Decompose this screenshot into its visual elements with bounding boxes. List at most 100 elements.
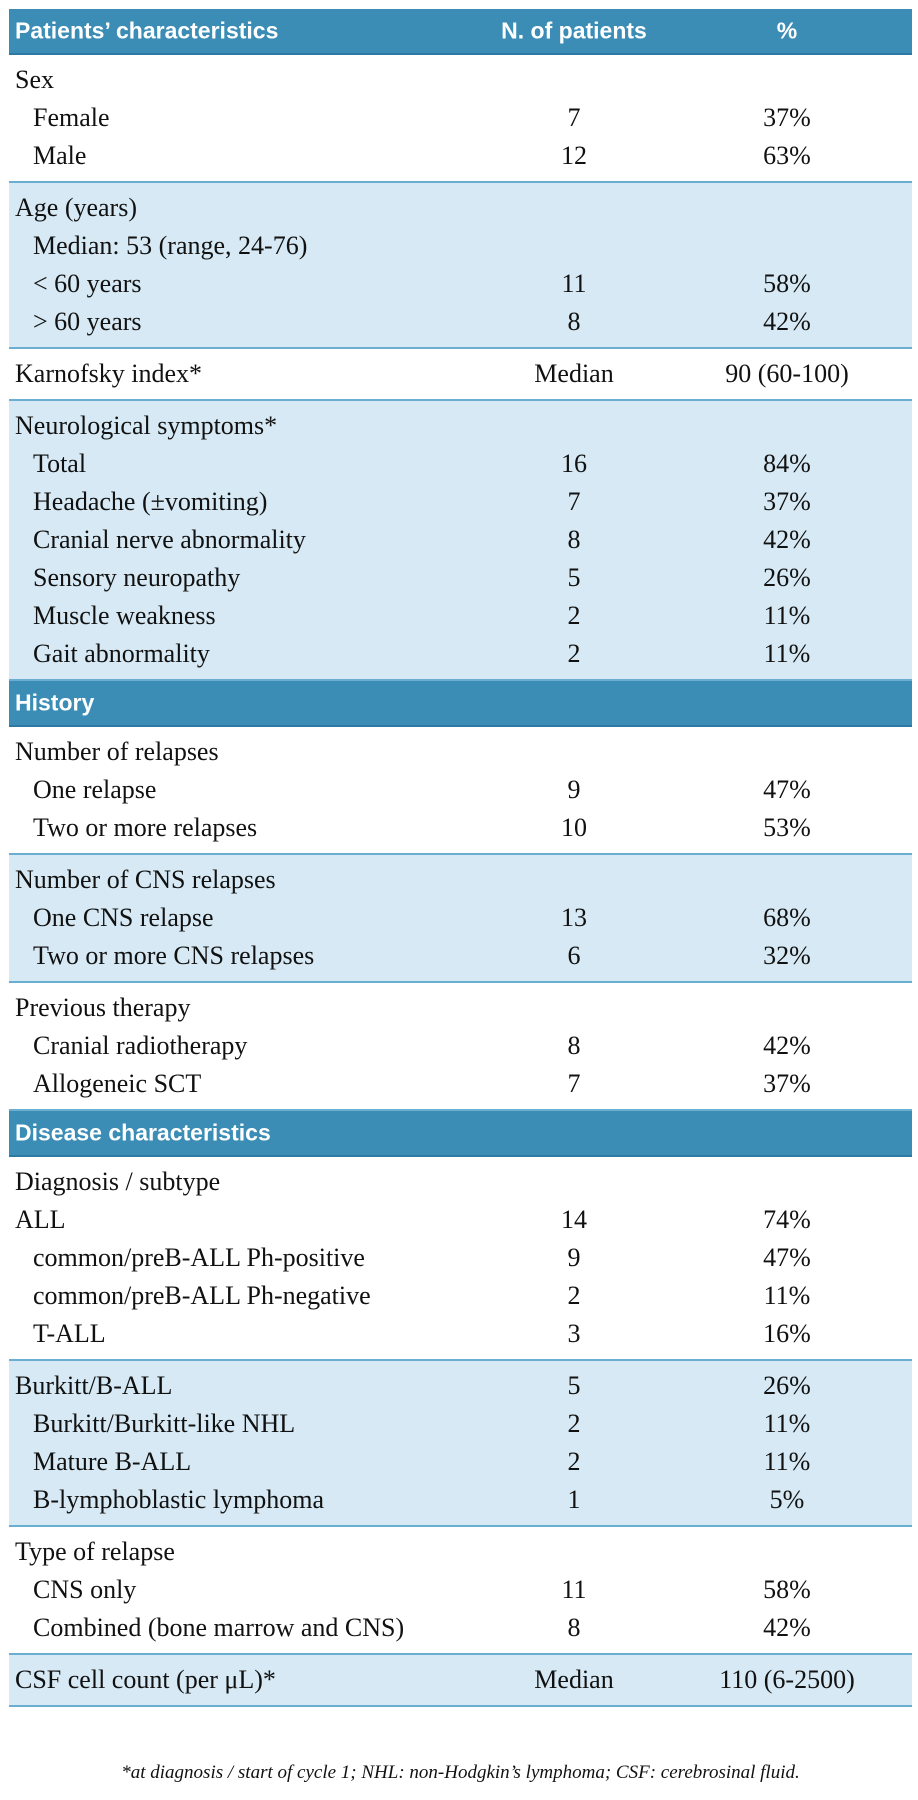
patient-count: 9 (567, 1243, 581, 1272)
patient-count: 5 (567, 563, 581, 592)
table-row: CSF cell count (per μL)* Median 110 (6-250… (9, 1661, 912, 1699)
percentage: 90 (60-100) (725, 359, 849, 388)
percentage: 42% (763, 307, 811, 336)
table-row: Age (years) (9, 189, 912, 227)
patient-count: 16 (561, 449, 587, 478)
patient-count: 8 (567, 1031, 581, 1060)
row-group: Neurological symptoms* Total 16 84% Headache… (9, 401, 912, 681)
column-header: Patients’ characteristics (15, 17, 279, 44)
table-row: > 60 years 8 42% (9, 303, 912, 341)
row-group: Number of CNS relapses One CNS relapse 13 6… (9, 855, 912, 983)
table-row: Combined (bone marrow and CNS) 8 42% (9, 1609, 912, 1647)
patient-count: 11 (561, 269, 587, 298)
patient-count: 6 (567, 941, 581, 970)
patient-count: 2 (567, 1281, 581, 1310)
percentage: 37% (763, 487, 811, 516)
row-label: CSF cell count (per μL)* (15, 1665, 276, 1694)
row-label: > 60 years (33, 307, 142, 336)
percentage: 11% (763, 639, 811, 668)
percentage: 68% (763, 903, 811, 932)
table-row: Two or more relapses 10 53% (9, 809, 912, 847)
patient-count: Median (534, 1665, 614, 1694)
percentage: 47% (763, 1243, 811, 1272)
table-row: Cranial nerve abnormality 8 42% (9, 521, 912, 559)
table-row: One relapse 9 47% (9, 771, 912, 809)
percentage: 11% (763, 1409, 811, 1438)
percentage: 37% (763, 103, 811, 132)
table-row: common/preB-ALL Ph-negative 2 11% (9, 1277, 912, 1315)
row-group: Sex Female 7 37% Male 12 63% (9, 55, 912, 183)
table-row: One CNS relapse 13 68% (9, 899, 912, 937)
table-row: Karnofsky index* Median 90 (60-100) (9, 355, 912, 393)
percentage: 11% (763, 1447, 811, 1476)
table-row: Sensory neuropathy 5 26% (9, 559, 912, 597)
row-label: Burkitt/B-ALL (15, 1371, 173, 1400)
percentage: 11% (763, 601, 811, 630)
row-label: Type of relapse (15, 1537, 175, 1566)
percentage: 47% (763, 775, 811, 804)
footnote: *at diagnosis / start of cycle 1; NHL: n… (121, 1762, 800, 1783)
percentage: 58% (763, 1575, 811, 1604)
patient-count: 10 (561, 813, 587, 842)
section-bar: Disease characteristics (9, 1111, 912, 1157)
patient-count: 5 (567, 1371, 581, 1400)
row-group: Type of relapse CNS only 11 58% Combined (bo… (9, 1527, 912, 1655)
percentage: 11% (763, 1281, 811, 1310)
row-label: Combined (bone marrow and CNS) (33, 1613, 405, 1642)
table: Patients’ characteristics N. of patients%… (9, 9, 912, 1707)
row-label: Diagnosis / subtype (15, 1167, 221, 1196)
row-label: Mature B-ALL (33, 1447, 192, 1476)
row-group: Previous therapy Cranial radiotherapy 8 42%… (9, 983, 912, 1111)
row-label: Number of CNS relapses (15, 865, 276, 894)
percentage: 26% (763, 1371, 811, 1400)
row-label: Sensory neuropathy (33, 563, 241, 592)
patient-count: 1 (567, 1485, 581, 1514)
percentage: 42% (763, 1031, 811, 1060)
row-label: T-ALL (33, 1319, 106, 1348)
row-label: ALL (15, 1205, 66, 1234)
percentage: 16% (763, 1319, 811, 1348)
row-label: Median: 53 (range, 24-76) (33, 231, 308, 260)
row-label: Number of relapses (15, 737, 219, 766)
percentage: 74% (763, 1205, 811, 1234)
table-row: Mature B-ALL 2 11% (9, 1443, 912, 1481)
percentage: 32% (763, 941, 811, 970)
section-title: History (15, 689, 95, 716)
patient-count: 7 (567, 1069, 581, 1098)
patient-count: 8 (567, 525, 581, 554)
table-row: Type of relapse (9, 1533, 912, 1571)
table-row: < 60 years 11 58% (9, 265, 912, 303)
patient-count: Median (534, 359, 614, 388)
patient-count: 2 (567, 1409, 581, 1438)
row-group: Karnofsky index* Median 90 (60-100) (9, 349, 912, 401)
patient-count: 7 (567, 487, 581, 516)
table-row: Allogeneic SCT 7 37% (9, 1065, 912, 1103)
section-bar: History (9, 681, 912, 727)
table-row: Burkitt/Burkitt-like NHL 2 11% (9, 1405, 912, 1443)
row-label: Female (33, 103, 110, 132)
row-label: Male (33, 141, 87, 170)
table-row: common/preB-ALL Ph-positive 9 47% (9, 1239, 912, 1277)
table-row: Female 7 37% (9, 99, 912, 137)
row-group: Age (years) Median: 53 (range, 24-76) < 60… (9, 183, 912, 349)
patient-count: 9 (567, 775, 581, 804)
patient-count: 14 (561, 1205, 587, 1234)
row-label: Sex (15, 65, 54, 94)
row-label: Total (33, 449, 87, 478)
row-label: common/preB-ALL Ph-negative (33, 1281, 371, 1310)
percentage: 53% (763, 813, 811, 842)
row-label: CNS only (33, 1575, 137, 1604)
percentage: 84% (763, 449, 811, 478)
row-label: < 60 years (33, 269, 142, 298)
patient-count: 12 (561, 141, 587, 170)
patient-count: 2 (567, 639, 581, 668)
row-label: Neurological symptoms* (15, 411, 278, 440)
patient-count: 2 (567, 1447, 581, 1476)
percentage: 58% (763, 269, 811, 298)
row-group: Diagnosis / subtype ALL 14 74% common/preB-A… (9, 1157, 912, 1361)
table-row: Cranial radiotherapy 8 42% (9, 1027, 912, 1065)
patient-count: 2 (567, 601, 581, 630)
row-label: B-lymphoblastic lymphoma (33, 1485, 325, 1514)
row-label: Two or more relapses (33, 813, 258, 842)
